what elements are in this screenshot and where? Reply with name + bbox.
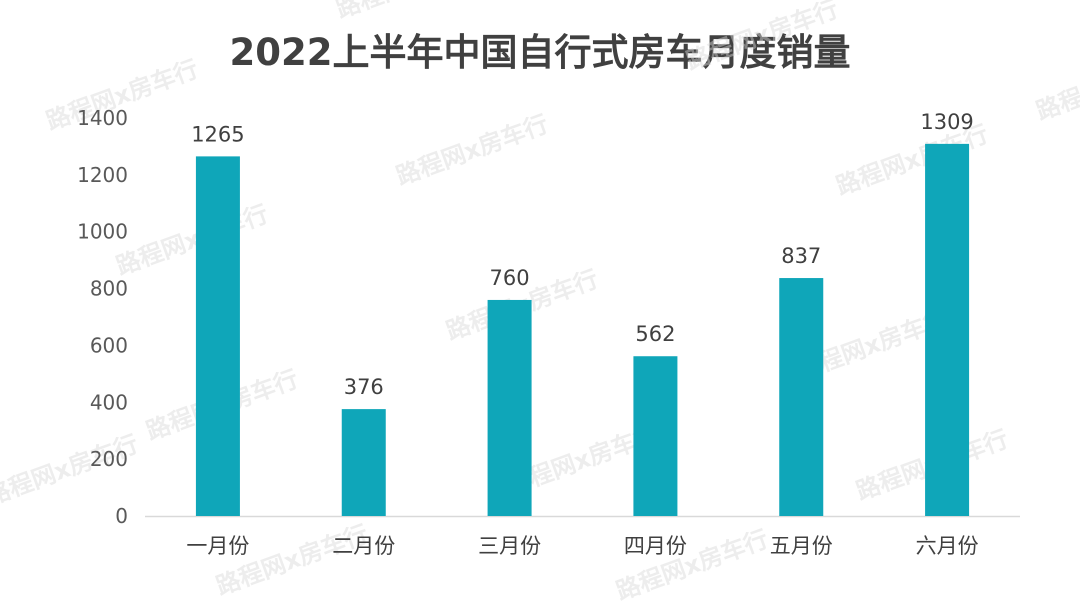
y-tick-label: 1400 [77, 106, 128, 130]
y-tick-label: 600 [90, 333, 128, 357]
watermark-text: 路程网x房车行 [1032, 45, 1080, 126]
watermark-text: 路程网x房车行 [682, 0, 841, 76]
bar [633, 356, 678, 516]
watermark-text: 路程网x房车行 [212, 520, 371, 601]
x-category-label: 一月份 [186, 534, 249, 558]
y-tick-label: 800 [90, 277, 128, 301]
x-category-label: 二月份 [332, 534, 395, 558]
bar-value-label: 376 [344, 375, 384, 399]
bar [195, 156, 240, 516]
x-axis: 一月份 二月份 三月份 四月份 五月份 六月份 [145, 515, 1020, 558]
x-category-label: 五月份 [770, 534, 833, 558]
y-tick-label: 1200 [77, 163, 128, 187]
x-category-label: 四月份 [624, 534, 687, 558]
bar-value-label: 837 [781, 244, 821, 268]
y-tick-label: 1000 [77, 220, 128, 244]
bar-value-label: 1309 [920, 110, 973, 134]
bar [779, 278, 824, 516]
data-labels: 1265 376 760 562 837 1309 [191, 110, 974, 399]
bar-value-label: 562 [635, 322, 675, 346]
x-category-label: 六月份 [916, 534, 979, 558]
bar-series [195, 143, 970, 516]
bar-value-label: 1265 [191, 122, 244, 146]
bar-value-label: 760 [490, 266, 530, 290]
bar [925, 143, 970, 516]
watermark-text: 路程网x房车行 [392, 110, 551, 191]
watermark-text: 路程网x房车行 [332, 0, 491, 24]
y-tick-label: 0 [115, 504, 128, 528]
y-tick-label: 400 [90, 390, 128, 414]
bar [487, 299, 532, 516]
bar [341, 409, 386, 516]
y-tick-label: 200 [90, 447, 128, 471]
chart-title: 2022上半年中国自行式房车月度销量 [229, 31, 851, 74]
y-axis: 0 200 400 600 800 1000 1200 1400 [77, 106, 128, 528]
watermark-text: 路程网x房车行 [112, 200, 271, 281]
x-category-label: 三月份 [478, 534, 541, 558]
